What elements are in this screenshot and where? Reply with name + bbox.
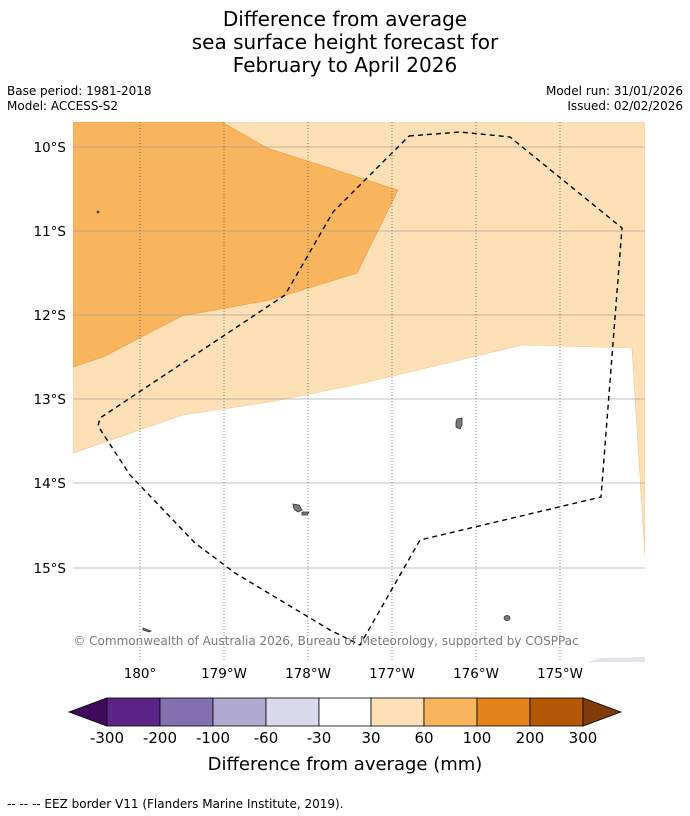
lon-label-177w: 177°W xyxy=(369,666,415,682)
island-sw-fragment xyxy=(142,627,152,633)
lat-label-12s: 12°S xyxy=(34,308,67,324)
colorbar-tick-9: 200 xyxy=(516,729,545,747)
lon-label-175w: 175°W xyxy=(537,666,583,682)
meta-left: Base period: 1981-2018 Model: ACCESS-S2 xyxy=(7,84,152,114)
model-name: Model: ACCESS-S2 xyxy=(7,99,119,113)
colorbar-ticks: -300 -200 -100 -60 -30 30 60 100 200 300 xyxy=(90,729,597,747)
meta-right: Model run: 31/01/2026 Issued: 02/02/2026 xyxy=(546,84,683,114)
colorbar-segment-8 xyxy=(476,697,531,727)
colorbar-tick-1: -300 xyxy=(90,729,124,747)
eez-border xyxy=(97,131,623,646)
colorbar-tick-4: -60 xyxy=(254,729,279,747)
colorbar-segment-2 xyxy=(159,697,214,727)
island-south xyxy=(503,615,511,621)
model-run: Model run: 31/01/2026 xyxy=(545,84,683,98)
eez-legend: -- -- -- EEZ border V11 (Flanders Marine… xyxy=(7,797,344,811)
colorbar-segment-3 xyxy=(212,697,267,727)
lat-label-14s: 14°S xyxy=(34,476,67,492)
islands xyxy=(96,210,511,633)
colorbar-tick-7: 60 xyxy=(414,729,433,747)
colorbar-min-extension xyxy=(67,697,108,727)
base-period: Base period: 1981-2018 xyxy=(7,84,152,98)
anomaly-region-60-100 xyxy=(73,122,399,368)
colorbar-segment-6 xyxy=(370,697,425,727)
copyright-text: © Commonwealth of Australia 2026, Bureau… xyxy=(73,634,578,648)
colorbar-tick-6: 30 xyxy=(361,729,380,747)
lon-labels: 180° 179°W 178°W 177°W 176°W 175°W xyxy=(124,666,583,682)
issued-date: Issued: 02/02/2026 xyxy=(567,99,683,113)
colorbar xyxy=(67,697,623,727)
lat-labels: 10°S 11°S 12°S 13°S 14°S 15°S xyxy=(34,140,67,577)
lat-label-11s: 11°S xyxy=(34,224,67,240)
title-line-3: February to April 2026 xyxy=(232,53,458,77)
lat-label-10s: 10°S xyxy=(34,140,67,156)
lon-gridlines xyxy=(139,122,561,662)
island-west xyxy=(292,503,303,513)
colorbar-segment-9 xyxy=(529,697,584,727)
colorbar-tick-3: -100 xyxy=(196,729,230,747)
colorbar-tick-2: -200 xyxy=(143,729,177,747)
lon-label-180: 180° xyxy=(124,666,157,682)
landmass-edge xyxy=(588,657,645,662)
island-nw-dot xyxy=(96,210,100,214)
chart-title: Difference from average sea surface heig… xyxy=(0,8,690,77)
island-west-small xyxy=(301,511,310,516)
colorbar-tick-10: 300 xyxy=(569,729,598,747)
lat-label-13s: 13°S xyxy=(34,392,67,408)
colorbar-segment-5 xyxy=(318,697,372,727)
colorbar-tick-5: -30 xyxy=(307,729,332,747)
lat-label-15s: 15°S xyxy=(34,561,67,577)
colorbar-max-extension xyxy=(582,697,623,727)
island-east xyxy=(455,417,463,430)
lon-label-176w: 176°W xyxy=(453,666,499,682)
colorbar-segment-1 xyxy=(106,697,161,727)
lon-label-178w: 178°W xyxy=(285,666,331,682)
title-line-1: Difference from average xyxy=(222,7,468,31)
colorbar-segment-4 xyxy=(265,697,320,727)
colorbar-tick-8: 100 xyxy=(463,729,492,747)
lat-gridlines xyxy=(73,146,645,569)
map-area: © Commonwealth of Australia 2026, Bureau… xyxy=(73,122,645,662)
colorbar-segment-7 xyxy=(423,697,478,727)
lon-label-179w: 179°W xyxy=(201,666,247,682)
title-line-2: sea surface height forecast for xyxy=(191,30,499,54)
colorbar-label: Difference from average (mm) xyxy=(208,754,483,775)
